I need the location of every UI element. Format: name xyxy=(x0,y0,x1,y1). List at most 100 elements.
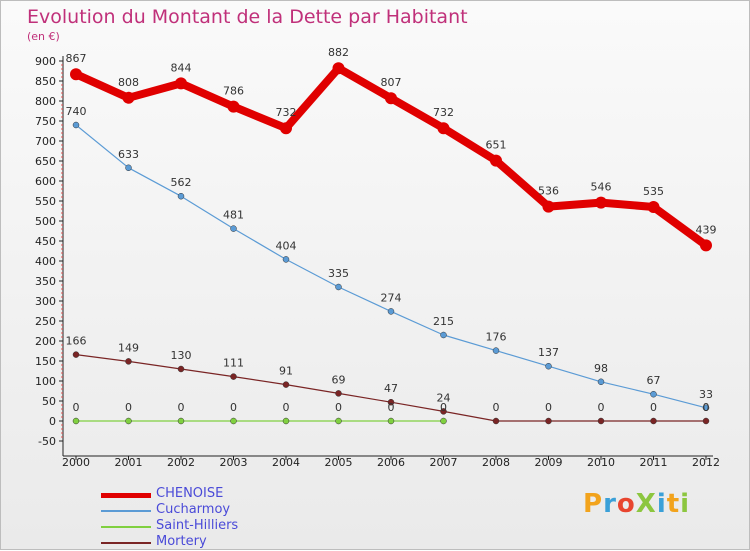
data-label: 0 xyxy=(440,401,447,414)
legend: CHENOISE Cucharmoy Saint-Hilliers Mortery xyxy=(101,486,301,551)
data-point xyxy=(125,358,132,365)
data-point xyxy=(125,417,132,425)
x-tick-label: 2006 xyxy=(377,456,405,469)
data-point xyxy=(650,390,657,398)
data-point xyxy=(227,100,240,113)
data-point xyxy=(387,398,395,406)
x-tick-label: 2010 xyxy=(587,456,615,469)
y-tick-label: 400 xyxy=(35,255,56,268)
data-point xyxy=(492,417,500,425)
proxiti-logo: ProXiti xyxy=(583,489,690,519)
logo-letter: P xyxy=(583,489,604,519)
data-point xyxy=(597,417,605,425)
data-label: 481 xyxy=(223,209,244,222)
data-label: 24 xyxy=(437,391,451,404)
data-label: 0 xyxy=(703,401,710,414)
data-label: 149 xyxy=(118,341,139,354)
data-label: 274 xyxy=(381,291,402,304)
x-tick-label: 2008 xyxy=(482,456,510,469)
data-point xyxy=(177,417,185,425)
logo-letter: i xyxy=(656,489,667,519)
data-label: 844 xyxy=(171,61,192,74)
data-label: 882 xyxy=(328,46,349,59)
x-tick-label: 2005 xyxy=(325,456,353,469)
data-label: 91 xyxy=(279,365,293,378)
chart-title: Evolution du Montant de la Dette par Hab… xyxy=(27,6,468,28)
legend-swatch xyxy=(101,542,151,544)
data-point xyxy=(545,417,552,425)
data-point xyxy=(282,256,290,263)
data-point xyxy=(440,331,447,339)
data-point xyxy=(230,373,237,380)
logo-letter: o xyxy=(616,489,636,519)
logo-letter: r xyxy=(603,489,617,519)
data-point xyxy=(440,417,447,425)
legend-item-saint-hilliers: Saint-Hilliers xyxy=(101,518,301,535)
data-label: 786 xyxy=(223,85,244,98)
logo-letter: t xyxy=(666,489,681,519)
data-point xyxy=(387,308,395,315)
data-label: 67 xyxy=(647,374,661,387)
data-label: 740 xyxy=(66,105,87,118)
data-label: 807 xyxy=(381,76,402,89)
data-point xyxy=(230,225,237,232)
logo-letter: i xyxy=(680,489,691,519)
y-tick-label: 850 xyxy=(35,75,56,88)
data-label: 69 xyxy=(332,373,346,386)
data-label: 651 xyxy=(486,139,507,152)
logo-letter: X xyxy=(635,489,657,519)
y-tick-label: 650 xyxy=(35,155,56,168)
x-tick-label: 2011 xyxy=(640,456,668,469)
data-label: 808 xyxy=(118,76,139,89)
series-line-cucharmoy xyxy=(75,124,707,409)
data-point xyxy=(492,347,500,354)
data-point xyxy=(70,68,82,81)
data-point xyxy=(72,417,80,425)
data-label: 137 xyxy=(538,346,559,359)
data-label: 562 xyxy=(171,176,192,189)
data-label: 546 xyxy=(591,181,612,194)
data-label: 404 xyxy=(276,239,297,252)
legend-swatch xyxy=(101,526,151,528)
data-point xyxy=(335,417,342,425)
data-label: 0 xyxy=(598,401,605,414)
data-label: 98 xyxy=(594,362,608,375)
data-label: 111 xyxy=(223,357,244,370)
data-label: 33 xyxy=(699,388,713,401)
data-point xyxy=(177,365,185,373)
y-tick-label: 750 xyxy=(35,115,56,128)
y-tick-label: 150 xyxy=(35,355,56,368)
y-tick-label: 350 xyxy=(35,275,56,288)
data-label: 0 xyxy=(230,401,237,414)
y-tick-label: 50 xyxy=(42,395,56,408)
data-label: 0 xyxy=(650,401,657,414)
legend-item-chenoise: CHENOISE xyxy=(101,486,301,503)
data-label: 535 xyxy=(643,185,664,198)
data-point xyxy=(332,62,345,75)
y-tick-label: 500 xyxy=(35,215,56,228)
data-point xyxy=(437,122,450,135)
legend-swatch xyxy=(101,493,151,498)
data-label: 130 xyxy=(171,349,192,362)
data-point xyxy=(545,362,552,370)
data-point xyxy=(282,381,290,388)
data-point xyxy=(647,201,660,213)
y-tick-label: 200 xyxy=(35,335,56,348)
data-label: 166 xyxy=(66,335,87,348)
legend-label: Cucharmoy xyxy=(156,502,231,517)
data-label: 439 xyxy=(696,223,717,236)
data-point xyxy=(177,192,185,200)
data-label: 0 xyxy=(493,401,500,414)
x-tick-label: 2012 xyxy=(692,456,720,469)
data-label: 335 xyxy=(328,267,349,280)
data-label: 633 xyxy=(118,148,139,161)
legend-label: CHENOISE xyxy=(156,486,224,501)
legend-label: Saint-Hilliers xyxy=(156,518,239,533)
data-point xyxy=(175,77,187,90)
y-tick-label: 550 xyxy=(35,195,56,208)
y-tick-label: 250 xyxy=(35,315,56,328)
x-tick-label: 2007 xyxy=(430,456,458,469)
data-label: 0 xyxy=(73,401,80,414)
data-point xyxy=(282,417,290,425)
data-point xyxy=(702,404,710,412)
